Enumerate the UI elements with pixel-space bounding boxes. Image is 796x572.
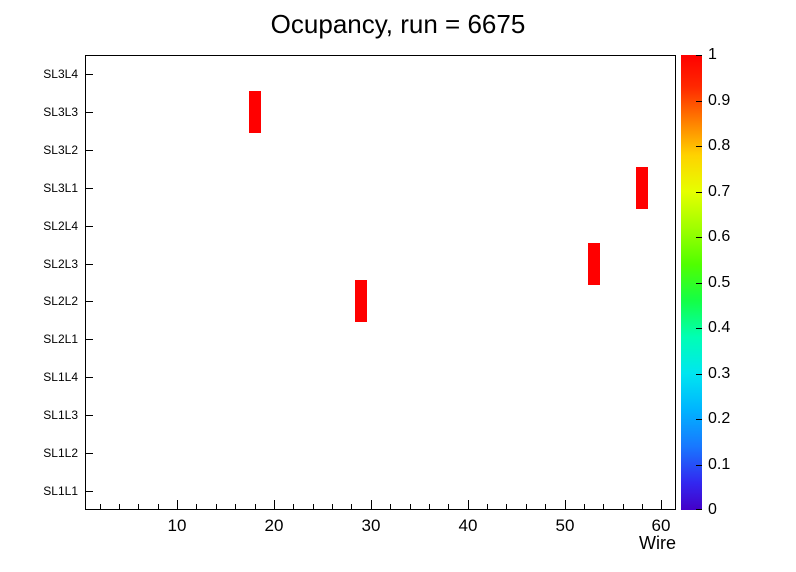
y-tick (86, 339, 93, 340)
x-major-tick (177, 500, 178, 509)
x-minor-tick (506, 504, 507, 509)
colorbar-tick-label: 0.8 (708, 137, 731, 154)
x-minor-tick (119, 504, 120, 509)
x-tick-label: 10 (167, 516, 187, 535)
x-minor-tick (332, 504, 333, 509)
y-tick-label: SL1L3 (43, 408, 78, 423)
x-tick-label: 20 (264, 516, 284, 535)
chart-title: Ocupancy, run = 6675 (270, 9, 526, 39)
x-minor-tick (255, 504, 256, 509)
x-major-tick (565, 500, 566, 509)
colorbar-tick (696, 374, 702, 375)
hit-cell (587, 242, 600, 285)
y-tick-label: SL3L2 (43, 142, 78, 157)
y-tick (86, 150, 93, 151)
y-tick-label: SL2L1 (43, 332, 78, 347)
x-minor-tick (487, 504, 488, 509)
colorbar-tick (696, 192, 702, 193)
y-tick (86, 453, 93, 454)
y-tick (86, 74, 93, 75)
y-tick (86, 264, 93, 265)
y-tick-label: SL3L1 (43, 180, 78, 195)
colorbar-tick-label: 0.6 (708, 228, 731, 245)
x-minor-tick (410, 504, 411, 509)
y-tick (86, 226, 93, 227)
x-major-tick (661, 500, 662, 509)
y-tick (86, 415, 93, 416)
y-tick-label: SL3L4 (43, 66, 78, 81)
plot-frame (85, 55, 676, 510)
x-minor-tick (216, 504, 217, 509)
y-tick-label: SL2L3 (43, 256, 78, 271)
x-minor-tick (584, 504, 585, 509)
colorbar-tick (696, 237, 702, 238)
colorbar-tick (696, 101, 702, 102)
colorbar-tick-label: 0.5 (708, 274, 731, 291)
x-minor-tick (623, 504, 624, 509)
x-tick-label: 30 (361, 516, 381, 535)
colorbar-tick (696, 419, 702, 420)
colorbar-tick-label: 1 (708, 46, 717, 63)
x-minor-tick (138, 504, 139, 509)
y-tick-label: SL1L1 (43, 484, 78, 499)
y-tick-label: SL2L4 (43, 218, 78, 233)
y-tick (86, 112, 93, 113)
x-minor-tick (313, 504, 314, 509)
colorbar-tick-label: 0.4 (708, 319, 731, 336)
x-major-tick (468, 500, 469, 509)
colorbar-tick (696, 55, 702, 56)
y-tick (86, 377, 93, 378)
x-minor-tick (390, 504, 391, 509)
colorbar-tick-label: 0.1 (708, 456, 731, 473)
y-tick (86, 188, 93, 189)
x-minor-tick (603, 504, 604, 509)
colorbar-tick (696, 146, 702, 147)
y-tick (86, 301, 93, 302)
hit-cell (248, 90, 261, 133)
x-tick-label: 40 (458, 516, 478, 535)
x-tick-label: 50 (555, 516, 575, 535)
x-minor-tick (100, 504, 101, 509)
colorbar-tick (696, 465, 702, 466)
x-minor-tick (545, 504, 546, 509)
y-tick (86, 491, 93, 492)
y-tick-label: SL1L4 (43, 370, 78, 385)
x-minor-tick (293, 504, 294, 509)
x-minor-tick (351, 504, 352, 509)
colorbar-tick-label: 0.9 (708, 92, 731, 109)
x-axis-title: Wire (639, 533, 676, 553)
hit-cell (355, 280, 368, 323)
colorbar-tick-label: 0.7 (708, 183, 731, 200)
x-minor-tick (429, 504, 430, 509)
colorbar-tick-label: 0 (708, 501, 717, 518)
colorbar-tick (696, 509, 702, 510)
x-minor-tick (448, 504, 449, 509)
y-tick-label: SL2L2 (43, 294, 78, 309)
x-major-tick (274, 500, 275, 509)
x-minor-tick (526, 504, 527, 509)
colorbar-tick-label: 0.3 (708, 365, 731, 382)
y-tick-label: SL1L2 (43, 446, 78, 461)
colorbar-tick-label: 0.2 (708, 410, 731, 427)
x-minor-tick (196, 504, 197, 509)
x-minor-tick (235, 504, 236, 509)
x-tick-label: 60 (651, 516, 671, 535)
x-minor-tick (158, 504, 159, 509)
colorbar-tick (696, 328, 702, 329)
x-minor-tick (642, 504, 643, 509)
colorbar-gradient (681, 55, 702, 510)
hit-cell (636, 166, 649, 209)
colorbar-tick (696, 283, 702, 284)
y-tick-label: SL3L3 (43, 104, 78, 119)
x-major-tick (371, 500, 372, 509)
